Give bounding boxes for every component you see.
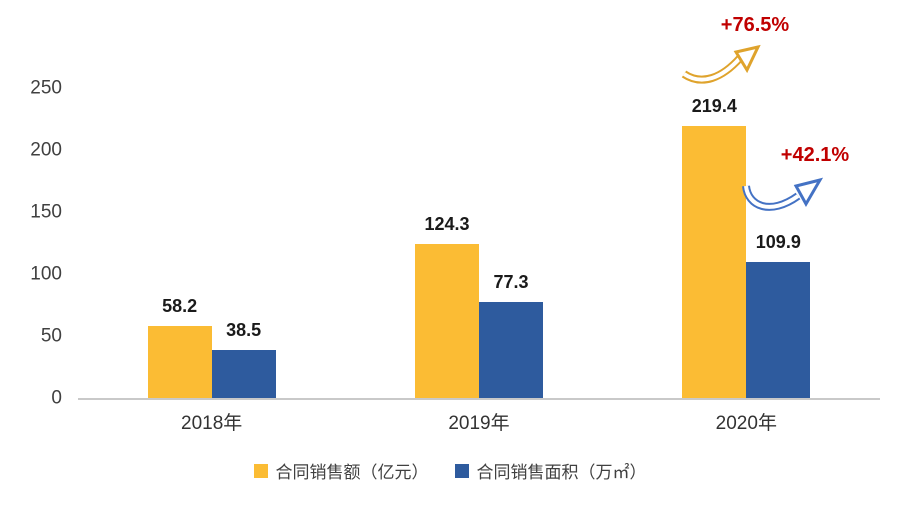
legend-label: 合同销售额（亿元） [275,463,429,482]
bar-value-label: 77.3 [493,272,529,293]
legend-item: 合同销售面积（万㎡） [454,458,647,483]
bars: 58.2 38.5 124.3 77.3 219.4 109.9 [78,88,880,398]
bar-value-label: 109.9 [755,231,801,252]
x-axis-label: 2020年 [715,413,777,434]
x-axis-label: 2018年 [181,413,243,434]
bar: 77.3 [478,272,543,398]
plot-row: 0 50 100 150 200 250 58.2 38.5 124.3 77.3 219.4 10… [18,14,880,435]
y-axis: 0 50 100 150 200 250 [18,79,72,408]
x-axis-label: 2019年 [448,413,510,434]
legend-swatch-icon [454,463,469,478]
bar-group: 219.4 109.9 [682,96,811,398]
bar-value-label: 58.2 [162,295,198,316]
legend-item: 合同销售额（亿元） [253,458,429,483]
y-tick-label: 100 [30,263,62,285]
bar: 58.2 [147,296,212,398]
annotation-growth-sales: +76.5% [720,14,790,36]
annotation-growth-area: +42.1% [780,144,850,166]
bar: 219.4 [682,96,747,398]
y-tick-label: 150 [30,201,62,223]
bar-group: 124.3 77.3 [414,214,543,398]
legend: 合同销售额（亿元） 合同销售面积（万㎡） [0,458,900,483]
y-tick-label: 50 [40,325,62,347]
bar-value-label: 124.3 [424,213,470,234]
legend-label: 合同销售面积（万㎡） [476,463,647,482]
y-tick-label: 0 [51,387,62,409]
growth-arrow-blue-icon [740,172,828,218]
bar: 38.5 [211,320,276,398]
bar-value-label: 219.4 [691,95,737,116]
bar: 109.9 [746,232,811,398]
bar-value-label: 38.5 [226,320,262,341]
y-tick-label: 250 [30,77,62,99]
bar: 124.3 [414,214,479,398]
x-axis: 2018年 2019年 2020年 [78,408,880,435]
y-tick-label: 200 [30,139,62,161]
bar-group: 58.2 38.5 [147,296,276,398]
growth-arrow-gold-icon [678,44,762,86]
legend-swatch-icon [253,463,268,478]
plot-area: 58.2 38.5 124.3 77.3 219.4 109.9 +76.5% +42.1… [78,14,880,400]
